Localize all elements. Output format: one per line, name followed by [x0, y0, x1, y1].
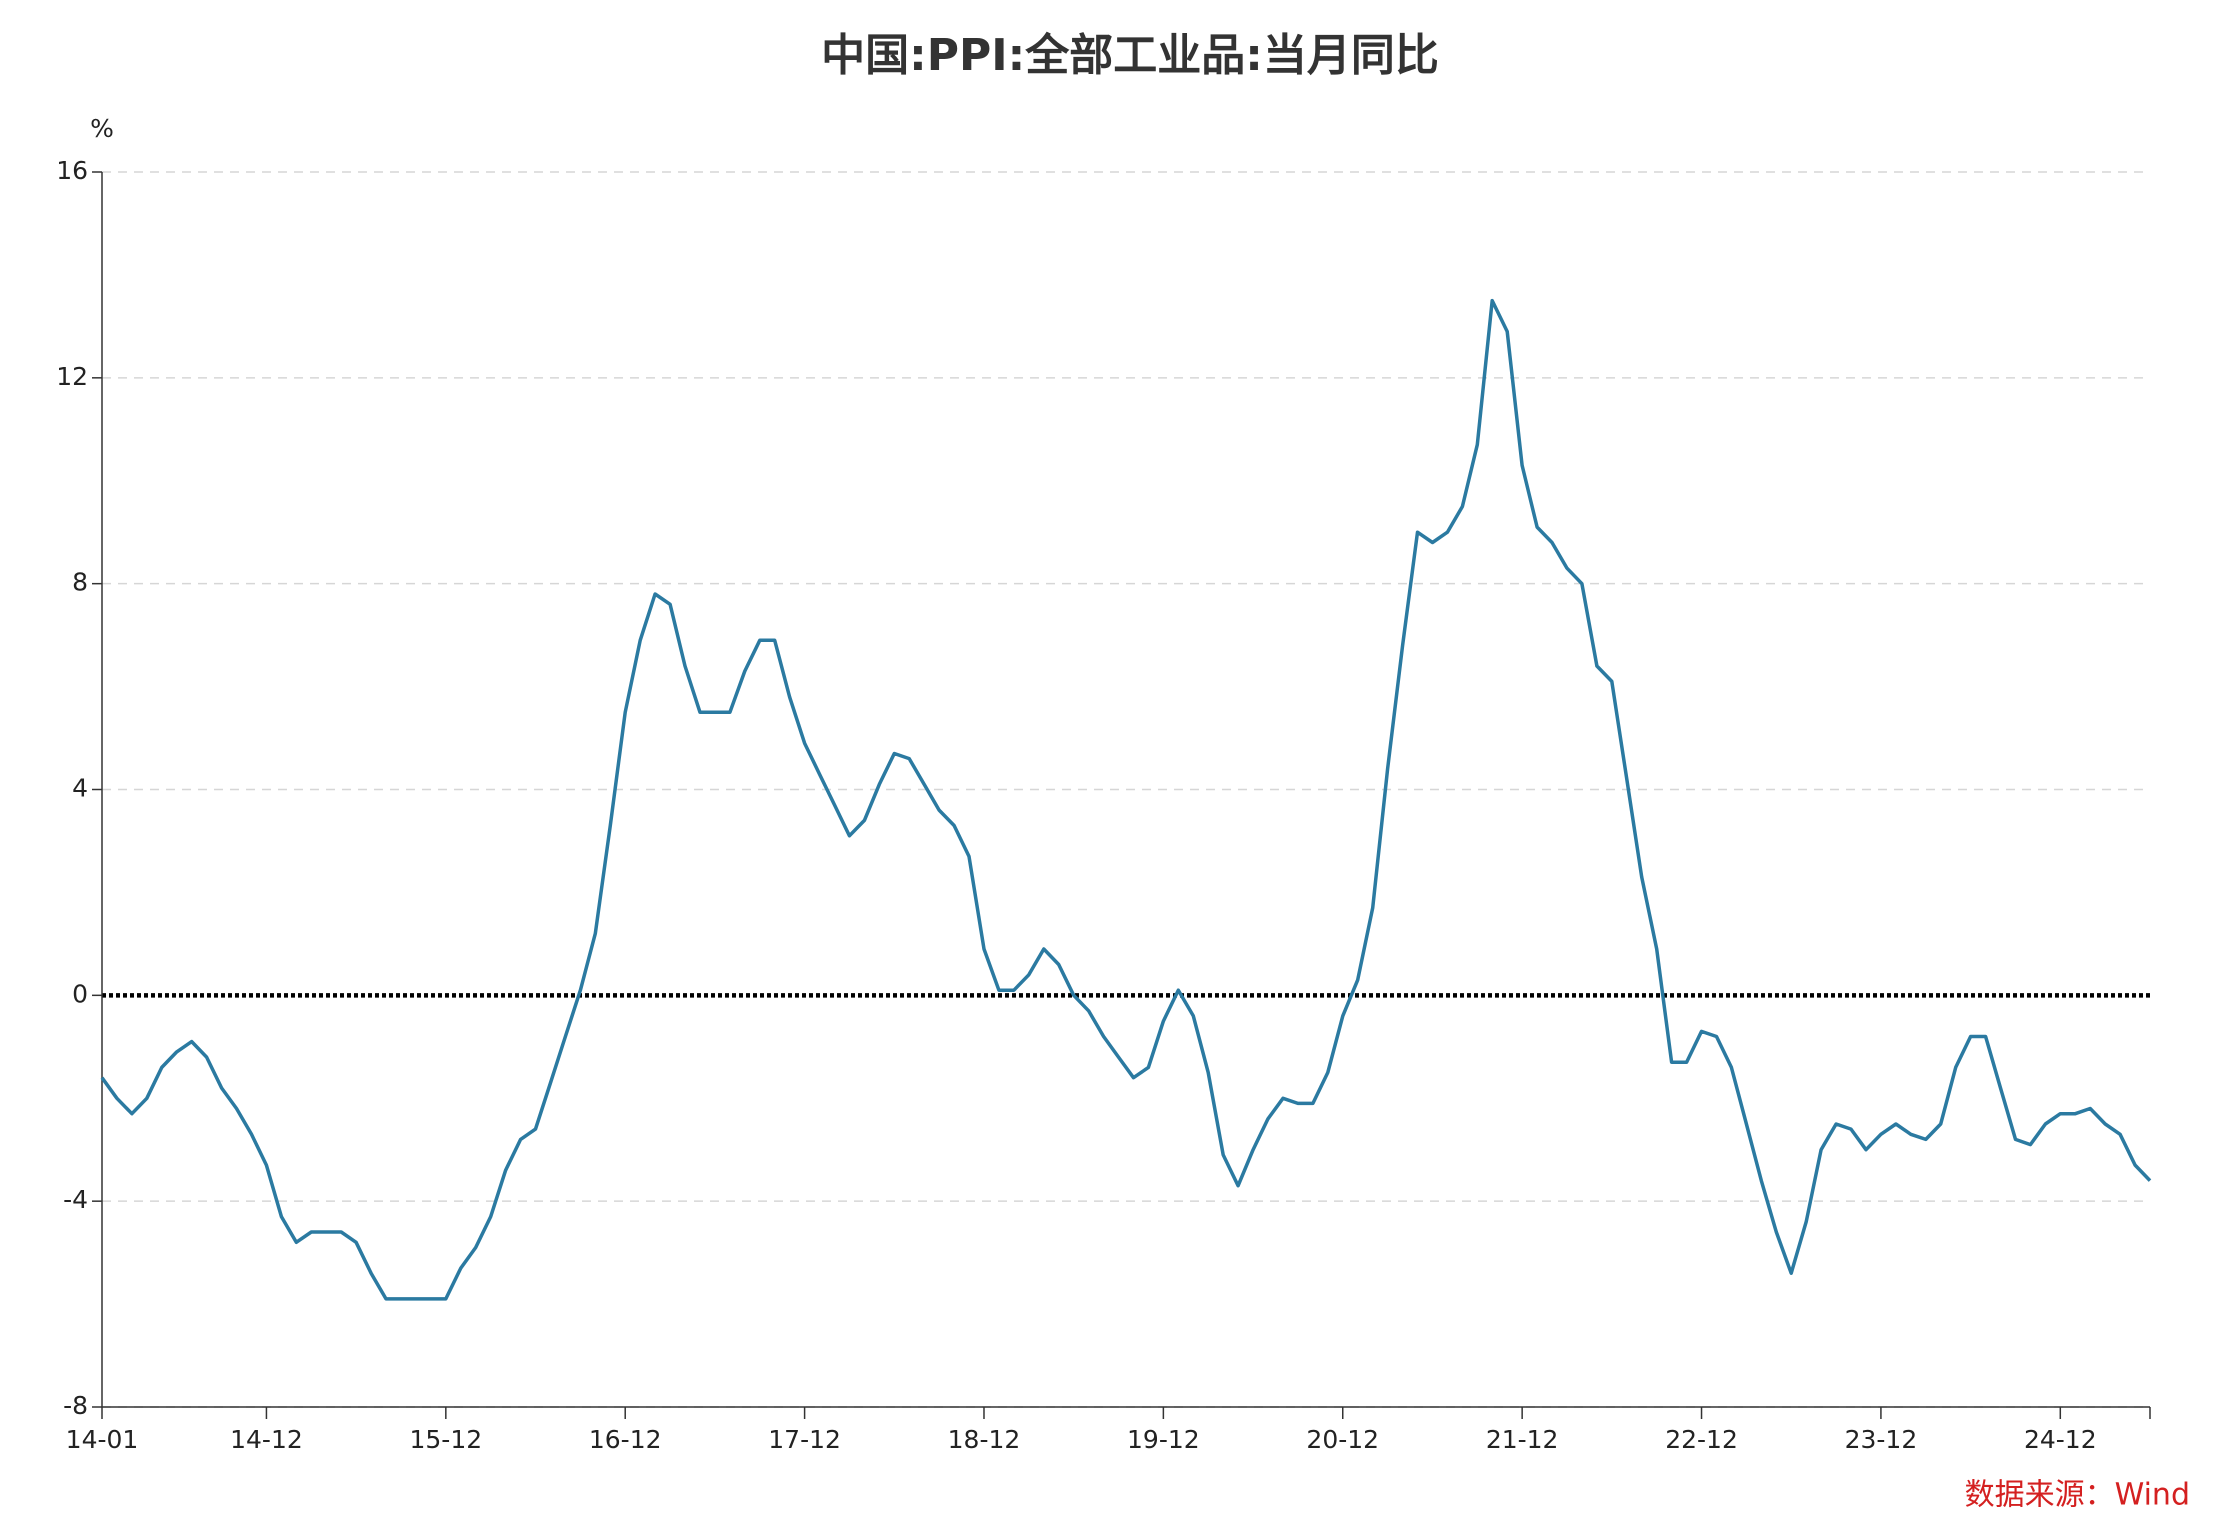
x-tick-label: 15-12	[409, 1425, 482, 1454]
y-tick-label: 12	[56, 362, 88, 391]
y-tick-label: -4	[63, 1185, 88, 1214]
x-tick-label: 24-12	[2024, 1425, 2097, 1454]
x-tick-label: 20-12	[1306, 1425, 1379, 1454]
y-tick-label: 0	[72, 979, 88, 1008]
x-tick-label: 21-12	[1486, 1425, 1559, 1454]
y-unit: %	[90, 114, 114, 143]
y-tick-label: 4	[72, 774, 88, 803]
data-line	[100, 298, 2152, 1301]
x-tick-label: 16-12	[589, 1425, 662, 1454]
x-tick-label: 14-12	[230, 1425, 303, 1454]
x-tick-label: 17-12	[768, 1425, 841, 1454]
y-tick-label: 16	[56, 156, 88, 185]
x-tick-label: 14-01	[66, 1425, 139, 1454]
source-note: 数据来源：Wind	[1965, 1478, 2190, 1513]
x-tick-label: 22-12	[1665, 1425, 1738, 1454]
x-tick-label: 18-12	[948, 1425, 1021, 1454]
chart-title: 中国:PPI:全部工业品:当月同比	[821, 30, 1439, 81]
y-tick-label: -8	[63, 1391, 88, 1420]
x-tick-label: 19-12	[1127, 1425, 1200, 1454]
x-tick-label: 23-12	[1845, 1425, 1918, 1454]
y-tick-label: 8	[72, 568, 88, 597]
